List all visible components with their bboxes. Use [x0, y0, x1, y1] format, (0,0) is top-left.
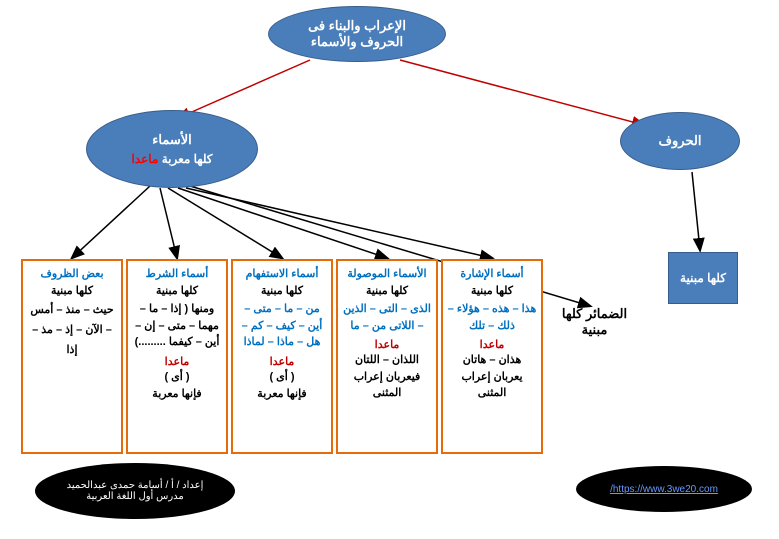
huruf-node: الحروف — [620, 112, 740, 170]
mawsul-note: فيعربان إعراب المثنى — [342, 370, 432, 401]
mawsul-sub: كلها مبنية — [342, 284, 432, 297]
zuruf-title: بعض الظروف — [27, 267, 117, 280]
asma-sub-b: ماعدا — [131, 152, 158, 166]
zuruf-box: بعض الظروف كلها مبنية حيث – منذ – أمس – … — [21, 259, 123, 454]
site-link[interactable]: /https://www.3we20.com — [610, 484, 718, 495]
ishara-except: ماعدا — [447, 338, 537, 351]
site-ellipse: /https://www.3we20.com — [576, 466, 752, 512]
mawsul-title: الأسماء الموصولة — [342, 267, 432, 280]
istifham-sub: كلها مبنية — [237, 284, 327, 297]
ishara-sub: كلها مبنية — [447, 284, 537, 297]
credit-l2: مدرس أول اللغة العربية — [86, 491, 184, 502]
pronouns-text: الضمائر كلها مبنية — [547, 306, 642, 338]
root-line2: الحروف والأسماء — [311, 34, 403, 50]
mawsul-except: ماعدا — [342, 338, 432, 351]
zuruf-items: حيث – منذ – أمس – الآن – إذ – مذ – إذا — [27, 301, 117, 360]
root-node: الإعراب والبناء فى الحروف والأسماء — [268, 6, 446, 62]
ishara-items: هذا – هذه – هؤلاء – ذلك – تلك — [447, 301, 537, 334]
ishara-box: أسماء الإشارة كلها مبنية هذا – هذه – هؤل… — [441, 259, 543, 454]
shart-note: فإنها معربة — [132, 387, 222, 402]
huruf-leaf-text: كلها مبنية — [680, 271, 726, 285]
shart-box: أسماء الشرط كلها مبنية ومنها ( إذا – ما … — [126, 259, 228, 454]
asma-title: الأسماء — [152, 132, 192, 148]
istifham-except: ماعدا — [237, 355, 327, 368]
huruf-title: الحروف — [659, 133, 702, 149]
credit-l1: إعداد / أ / أسامة حمدى عبدالحميد — [67, 480, 204, 491]
shart-title: أسماء الشرط — [132, 267, 222, 280]
root-line1: الإعراب والبناء فى — [308, 18, 406, 34]
istifham-note: فإنها معربة — [237, 387, 327, 402]
istifham-items: من – ما – متى – أين – كيف – كم – هل – ما… — [237, 301, 327, 351]
shart-sub: كلها مبنية — [132, 284, 222, 297]
shart-except: ماعدا — [132, 355, 222, 368]
credit-ellipse: إعداد / أ / أسامة حمدى عبدالحميد مدرس أو… — [35, 463, 235, 519]
shart-except-items: ( أى ) — [132, 370, 222, 385]
shart-items: ومنها ( إذا – ما – مهما – متى – إن – أين… — [132, 301, 222, 351]
ishara-note: يعربان إعراب المثنى — [447, 370, 537, 401]
huruf-leaf-box: كلها مبنية — [668, 252, 738, 304]
mawsul-except-items: اللذان – اللتان — [342, 353, 432, 368]
asma-sub-a: كلها معربة — [162, 152, 213, 166]
istifham-title: أسماء الاستفهام — [237, 267, 327, 280]
ishara-except-items: هذان – هاتان — [447, 353, 537, 368]
pronouns-l1: الضمائر كلها — [547, 306, 642, 322]
istifham-box: أسماء الاستفهام كلها مبنية من – ما – متى… — [231, 259, 333, 454]
istifham-except-items: ( أى ) — [237, 370, 327, 385]
zuruf-sub: كلها مبنية — [27, 284, 117, 297]
mawsul-box: الأسماء الموصولة كلها مبنية الذى – التى … — [336, 259, 438, 454]
pronouns-l2: مبنية — [547, 322, 642, 338]
asma-sub: كلها معربة ماعدا — [131, 152, 212, 166]
mawsul-items: الذى – التى – الذين – اللاتى من – ما — [342, 301, 432, 334]
asma-node: الأسماء كلها معربة ماعدا — [86, 110, 258, 188]
ishara-title: أسماء الإشارة — [447, 267, 537, 280]
